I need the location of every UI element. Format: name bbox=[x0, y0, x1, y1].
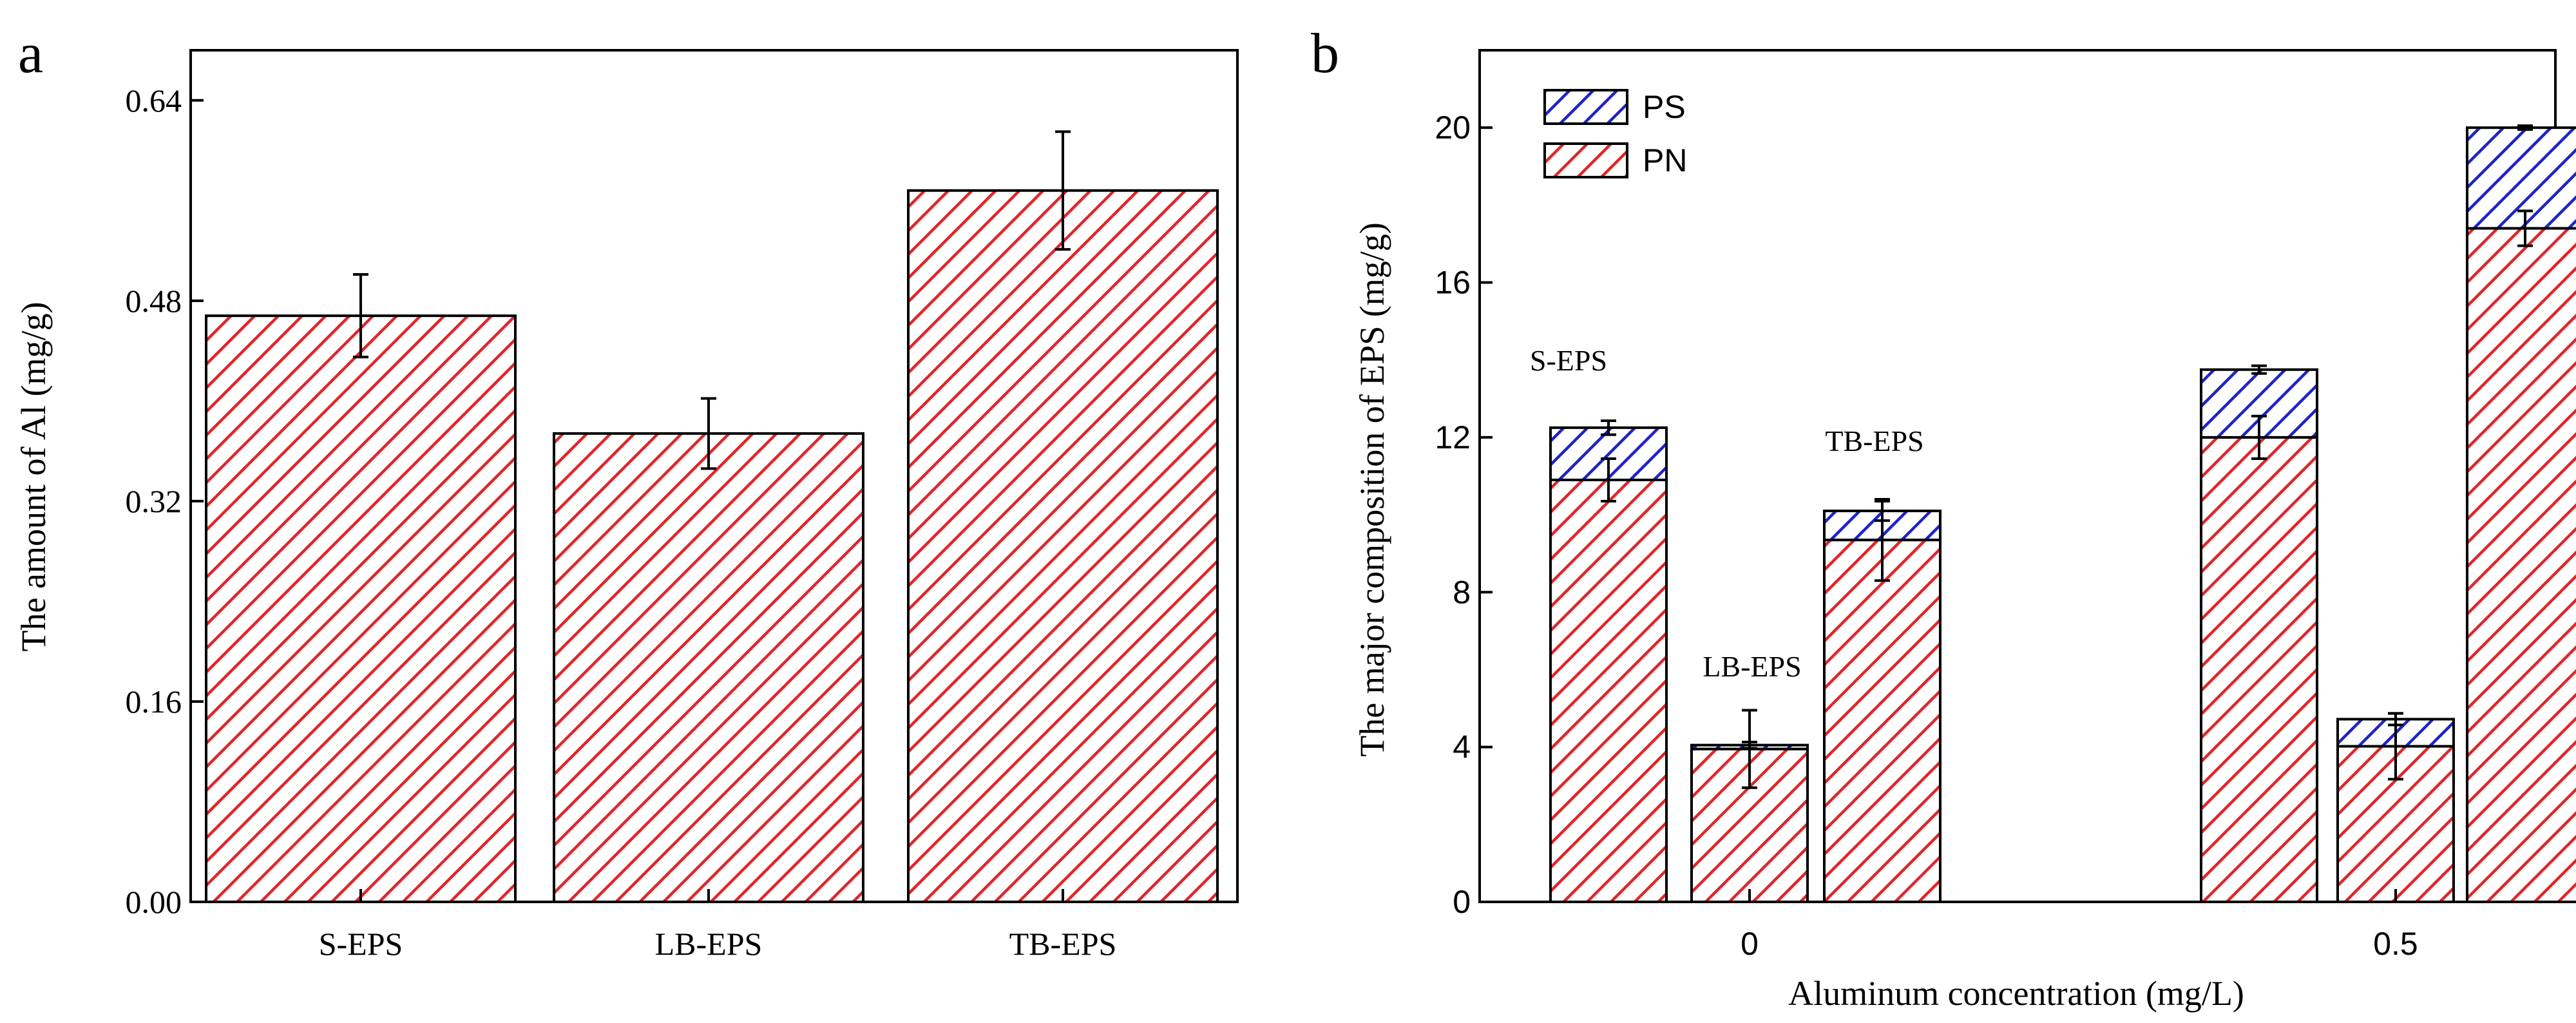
bar-pn-s-eps-0_5 bbox=[2200, 435, 2318, 903]
y-tick-label-a: 0.32 bbox=[126, 483, 182, 519]
panel-label-a: a bbox=[18, 23, 43, 85]
x-tick-label-a: S-EPS bbox=[319, 926, 403, 962]
legend-swatch-ps bbox=[1543, 89, 1628, 125]
y-tick-label-b: 0 bbox=[1453, 884, 1471, 920]
y-tick-label-b: 8 bbox=[1453, 574, 1471, 610]
bar-pn-tb-eps-0_5 bbox=[2466, 227, 2576, 903]
annotation-lb-eps: LB-EPS bbox=[1703, 650, 1801, 683]
bars-a bbox=[205, 189, 1219, 903]
legend-swatch-pn bbox=[1543, 142, 1628, 178]
panel-a: a 0.00 0.16 0.32 0.48 0.64 S-EPS LB-EPS TB-EPS… bbox=[14, 23, 1239, 962]
x-tick-label-a: LB-EPS bbox=[655, 926, 763, 962]
annotation-s-eps: S-EPS bbox=[1530, 344, 1607, 377]
y-axis-label-a: The amount of Al (mg/g) bbox=[14, 302, 53, 652]
y-tick-label-b: 12 bbox=[1435, 419, 1471, 455]
x-axis-label-b: Aluminum concentration (mg/L) bbox=[1788, 974, 2244, 1013]
y-tick-label-b: 4 bbox=[1453, 729, 1471, 765]
bar-s-eps bbox=[205, 314, 517, 903]
bar-pn-s-eps-0 bbox=[1549, 479, 1668, 903]
bars-b bbox=[1549, 126, 2576, 904]
x-axis-a: S-EPS LB-EPS TB-EPS bbox=[319, 889, 1117, 962]
annotation-tb-eps: TB-EPS bbox=[1825, 425, 1923, 457]
bar-lb-eps bbox=[553, 432, 864, 903]
y-axis-a: 0.00 0.16 0.32 0.48 0.64 bbox=[126, 82, 204, 920]
bar-tb-eps bbox=[907, 189, 1219, 903]
error-bars-a bbox=[353, 130, 1071, 470]
y-tick-label-a: 0.00 bbox=[126, 884, 182, 920]
error-bars-b bbox=[1601, 124, 2533, 789]
legend-label-ps: PS bbox=[1643, 89, 1686, 125]
x-tick-label-b: 0.5 bbox=[2373, 926, 2418, 962]
legend-label-pn: PN bbox=[1643, 142, 1687, 178]
y-tick-label-a: 0.64 bbox=[126, 82, 182, 119]
y-tick-label-a: 0.16 bbox=[126, 684, 182, 720]
y-axis-b: 0 4 8 12 16 20 bbox=[1435, 110, 1493, 920]
bar-pn-tb-eps-0 bbox=[1823, 539, 1942, 903]
y-tick-label-b: 20 bbox=[1435, 110, 1471, 146]
y-tick-label-a: 0.48 bbox=[126, 283, 182, 319]
legend: PS PN bbox=[1543, 89, 1687, 178]
x-tick-label-a: TB-EPS bbox=[1009, 926, 1117, 962]
y-tick-label-b: 16 bbox=[1435, 265, 1471, 301]
x-axis-b: 0 0.5 bbox=[1741, 889, 2418, 962]
bar-ps-tb-eps-0_5 bbox=[2466, 126, 2576, 230]
y-axis-label-b: The major composition of EPS (mg/g) bbox=[1353, 222, 1391, 756]
x-tick-label-b: 0 bbox=[1741, 926, 1759, 962]
panel-label-b: b bbox=[1311, 23, 1339, 85]
